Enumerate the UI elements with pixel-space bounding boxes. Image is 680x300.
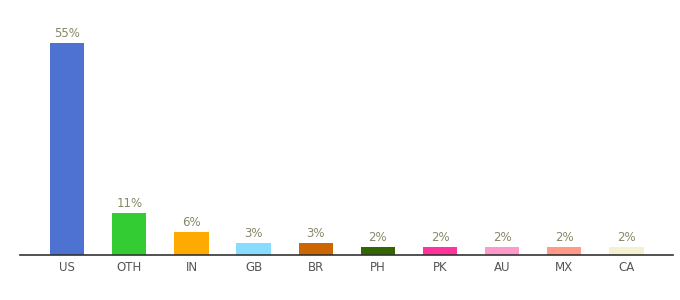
Bar [547,247,581,255]
Text: 3%: 3% [307,227,325,240]
Text: 2%: 2% [369,231,387,244]
Text: 2%: 2% [617,231,636,244]
Text: 6%: 6% [182,216,201,229]
Bar [50,43,84,255]
Text: 11%: 11% [116,196,142,210]
Bar [423,247,457,255]
Text: 2%: 2% [493,231,511,244]
Bar [361,247,395,255]
Bar [112,213,146,255]
Bar [485,247,520,255]
Bar [609,247,643,255]
Text: 2%: 2% [555,231,574,244]
Text: 3%: 3% [244,227,263,240]
Bar [174,232,209,255]
Bar [299,243,333,255]
Text: 2%: 2% [430,231,449,244]
Bar [237,243,271,255]
Text: 55%: 55% [54,27,80,40]
